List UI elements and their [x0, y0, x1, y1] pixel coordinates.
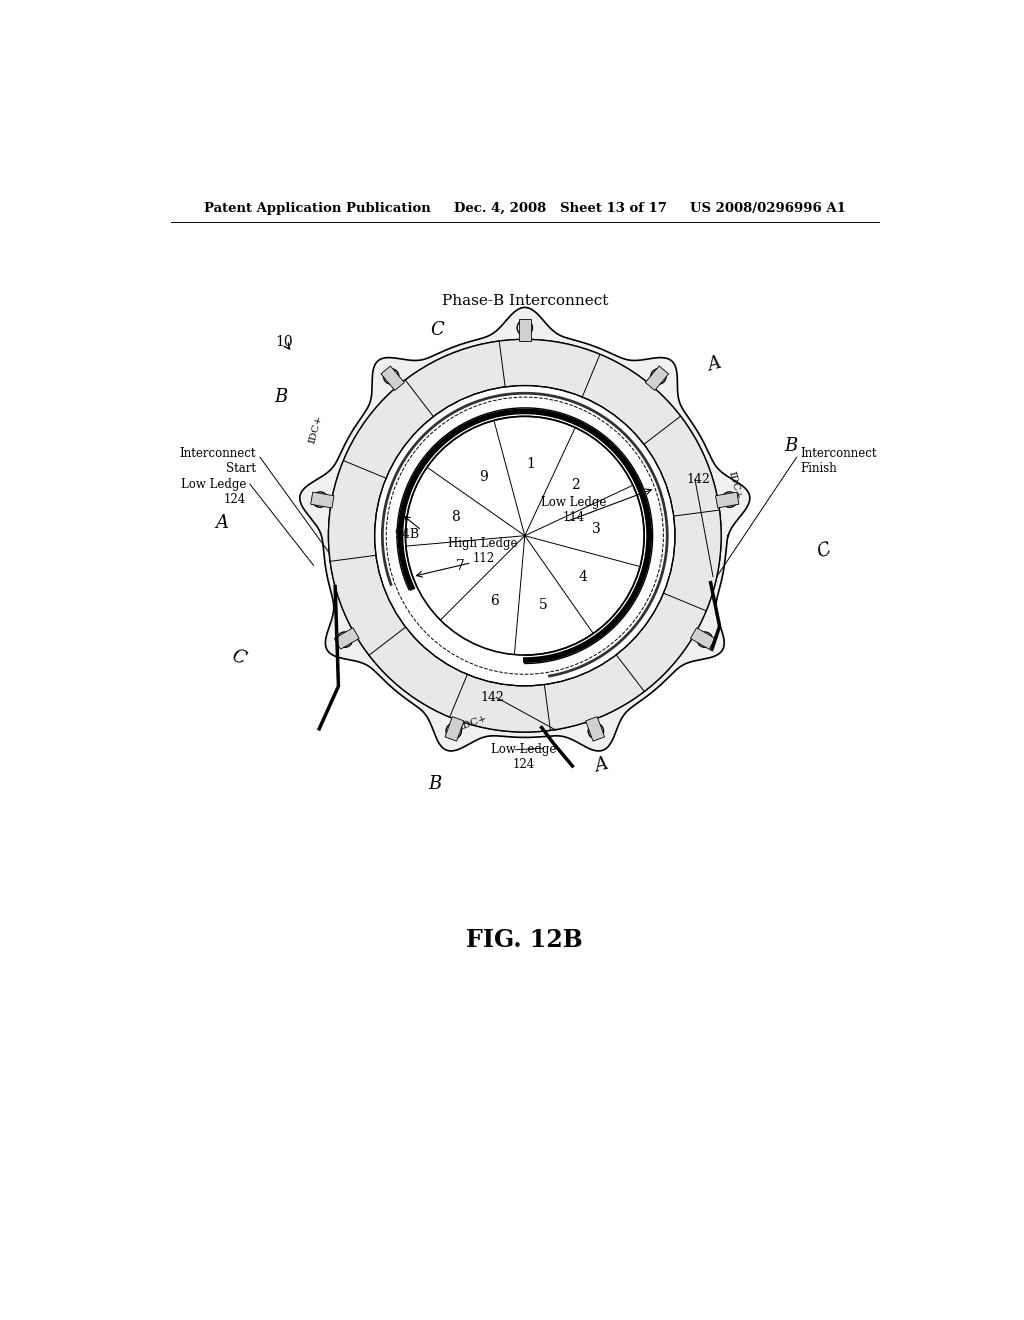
Text: FIG. 12B: FIG. 12B	[467, 928, 583, 952]
Circle shape	[329, 339, 721, 733]
Text: 1: 1	[526, 457, 536, 471]
Text: 142: 142	[687, 473, 711, 486]
Text: IDC+: IDC+	[727, 470, 743, 500]
Text: 94B: 94B	[394, 528, 419, 541]
Bar	[586, 717, 604, 741]
Text: Low Ledge
114: Low Ledge 114	[541, 496, 606, 524]
Text: 7: 7	[456, 558, 464, 573]
Text: A: A	[215, 513, 228, 532]
Text: Interconnect
Start: Interconnect Start	[179, 447, 256, 475]
Circle shape	[517, 321, 532, 335]
Text: 6: 6	[490, 594, 499, 607]
Text: 9: 9	[479, 470, 488, 484]
Circle shape	[406, 416, 644, 655]
Bar	[335, 628, 359, 649]
Text: Phase-B Interconnect: Phase-B Interconnect	[441, 294, 608, 308]
Circle shape	[697, 632, 713, 647]
Text: 142: 142	[480, 690, 505, 704]
Text: Low Ledge
124: Low Ledge 124	[180, 478, 246, 506]
Circle shape	[722, 492, 737, 507]
Circle shape	[329, 339, 721, 733]
Text: 5: 5	[539, 598, 548, 612]
Circle shape	[650, 368, 667, 384]
Circle shape	[588, 723, 603, 739]
Text: B: B	[428, 775, 441, 792]
Polygon shape	[300, 308, 750, 751]
Text: B: B	[274, 388, 288, 407]
Text: IDC+: IDC+	[458, 714, 488, 733]
Text: 2: 2	[571, 478, 580, 492]
Text: Low Ledge
124: Low Ledge 124	[490, 743, 556, 771]
Text: 10: 10	[275, 335, 293, 348]
Bar	[645, 366, 669, 391]
Text: C: C	[228, 647, 248, 668]
Bar	[310, 492, 334, 508]
Text: Interconnect
Finish: Interconnect Finish	[801, 447, 877, 475]
Text: Patent Application Publication     Dec. 4, 2008   Sheet 13 of 17     US 2008/029: Patent Application Publication Dec. 4, 2…	[204, 202, 846, 215]
Circle shape	[312, 492, 328, 507]
Text: C: C	[814, 540, 834, 562]
Circle shape	[383, 368, 399, 384]
Text: High Ledge
112: High Ledge 112	[449, 537, 518, 565]
Text: A: A	[593, 755, 610, 776]
Text: C: C	[430, 321, 443, 339]
Text: A: A	[706, 354, 723, 375]
Circle shape	[375, 385, 675, 686]
Circle shape	[446, 723, 462, 739]
Bar	[445, 717, 464, 741]
Text: 8: 8	[452, 510, 460, 524]
Text: B: B	[783, 437, 797, 454]
Text: IDC+: IDC+	[307, 414, 324, 445]
Text: 3: 3	[592, 523, 600, 536]
Text: 4: 4	[579, 570, 588, 583]
Bar	[518, 319, 531, 341]
Bar	[690, 628, 715, 649]
Bar	[381, 366, 404, 391]
Circle shape	[337, 632, 352, 647]
Bar	[716, 492, 739, 508]
